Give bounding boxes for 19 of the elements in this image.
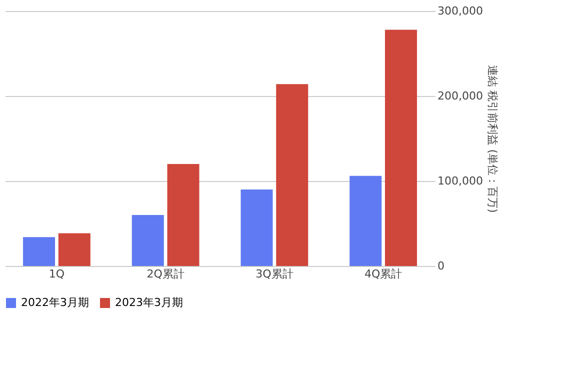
- bar: [132, 215, 164, 266]
- legend-label: 2022年3月期: [21, 296, 89, 309]
- bar: [350, 176, 382, 266]
- legend-label: 2023年3月期: [115, 296, 183, 309]
- y-tick-label: 100,000: [438, 174, 483, 188]
- y-axis-title: 連結 税引前利益 (単位：百万): [486, 65, 499, 213]
- bar: [240, 190, 273, 266]
- y-tick-label: 200,000: [438, 90, 483, 102]
- x-tick-label: 4Q累計: [364, 268, 402, 280]
- bar: [167, 164, 200, 266]
- y-tick-label: 0: [438, 260, 444, 272]
- bar: [23, 237, 56, 266]
- y-tick-label: 300,000: [438, 4, 483, 18]
- x-tick-label: 3Q累計: [256, 268, 294, 280]
- bar: [384, 30, 417, 266]
- bar: [276, 84, 308, 266]
- x-tick-label: 1Q: [48, 268, 65, 280]
- bar: [58, 233, 90, 266]
- x-tick-label: 2Q累計: [146, 268, 184, 280]
